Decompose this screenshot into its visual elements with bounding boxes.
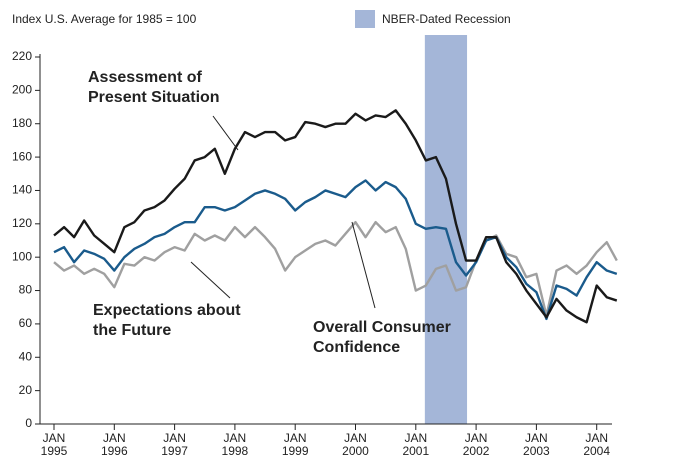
leader-line xyxy=(351,221,376,309)
y-tick-label: 140 xyxy=(12,183,32,197)
y-tick-label: 0 xyxy=(25,416,32,430)
y-tick-label: 220 xyxy=(12,49,32,63)
y-tick-label: 180 xyxy=(12,116,32,130)
x-tick-label: JAN 2003 xyxy=(523,431,550,458)
x-tick-label: JAN 1995 xyxy=(40,431,68,458)
y-tick-label: 20 xyxy=(19,383,33,397)
series-label: Expectations about the Future xyxy=(93,302,241,339)
leader-line xyxy=(190,261,231,299)
x-tick-label: JAN 1998 xyxy=(221,431,249,458)
series-label: Assessment of Present Situation xyxy=(88,69,220,106)
y-tick-label: 40 xyxy=(19,349,33,363)
x-tick-label: JAN 1999 xyxy=(281,431,309,458)
series-line xyxy=(53,179,618,321)
legend-swatch xyxy=(355,10,375,28)
y-tick-label: 160 xyxy=(12,149,32,163)
y-axis-label: Index U.S. Average for 1985 = 100 xyxy=(12,12,197,26)
x-tick-label: JAN 2004 xyxy=(583,431,611,458)
x-tick-label: JAN 2002 xyxy=(462,431,490,458)
y-tick-label: 100 xyxy=(12,249,32,263)
x-tick-label: JAN 2001 xyxy=(402,431,430,458)
series-line xyxy=(53,109,618,324)
y-tick-label: 120 xyxy=(12,216,32,230)
y-tick-label: 200 xyxy=(12,83,32,97)
y-tick-label: 60 xyxy=(19,316,33,330)
series-line xyxy=(53,220,618,317)
series-label: Overall Consumer Confidence xyxy=(313,319,451,356)
leader-line xyxy=(212,115,239,151)
x-tick-label: JAN 2000 xyxy=(342,431,369,458)
y-tick-label: 80 xyxy=(19,283,33,297)
legend-label: NBER-Dated Recession xyxy=(382,12,511,26)
x-tick-label: JAN 1997 xyxy=(161,431,188,458)
x-tick-label: JAN 1996 xyxy=(100,431,128,458)
